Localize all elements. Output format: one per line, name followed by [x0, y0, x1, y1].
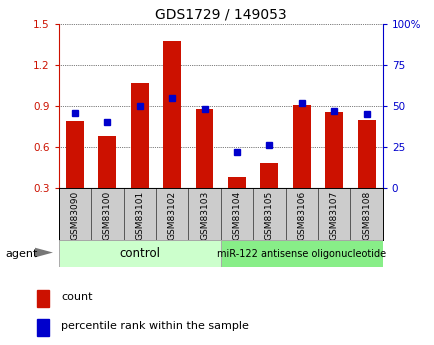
Bar [195, 109, 213, 188]
Bar [325, 111, 342, 188]
Bar [220, 240, 382, 267]
Text: percentile rank within the sample: percentile rank within the sample [61, 322, 248, 332]
Bar [357, 120, 375, 188]
Text: GSM83090: GSM83090 [70, 190, 79, 240]
Title: GDS1729 / 149053: GDS1729 / 149053 [155, 8, 286, 22]
Text: miR-122 antisense oligonucleotide: miR-122 antisense oligonucleotide [217, 249, 385, 258]
Bar [260, 164, 278, 188]
Bar [227, 177, 245, 188]
Text: GSM83100: GSM83100 [102, 190, 112, 240]
Text: GSM83102: GSM83102 [167, 190, 176, 240]
Text: GSM83101: GSM83101 [135, 190, 144, 240]
Bar [163, 41, 181, 188]
Polygon shape [35, 248, 53, 257]
Text: agent: agent [6, 249, 38, 258]
Text: GSM83105: GSM83105 [264, 190, 273, 240]
Bar [59, 240, 220, 267]
Bar [37, 319, 49, 335]
Text: GSM83107: GSM83107 [329, 190, 338, 240]
Text: GSM83103: GSM83103 [200, 190, 209, 240]
Bar [98, 136, 116, 188]
Text: count: count [61, 293, 92, 303]
Text: control: control [119, 247, 160, 260]
Bar [292, 105, 310, 188]
Bar [131, 83, 148, 188]
Text: GSM83104: GSM83104 [232, 190, 241, 240]
Bar [37, 290, 49, 307]
Bar [66, 121, 84, 188]
Text: GSM83106: GSM83106 [296, 190, 306, 240]
Text: GSM83108: GSM83108 [361, 190, 370, 240]
